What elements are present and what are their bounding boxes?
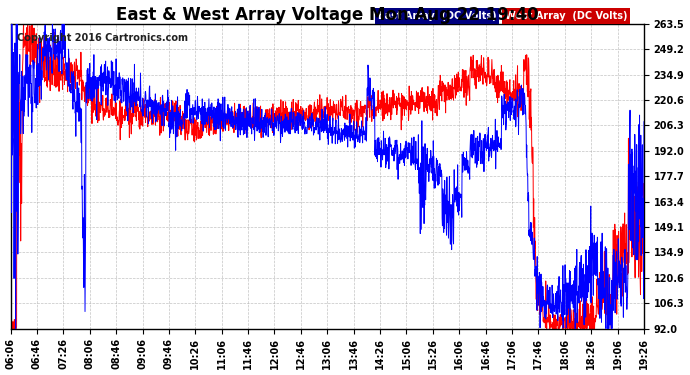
Text: West Array  (DC Volts): West Array (DC Volts) (504, 10, 627, 21)
Text: Copyright 2016 Cartronics.com: Copyright 2016 Cartronics.com (17, 33, 188, 43)
Title: East & West Array Voltage Mon Aug 22 19:40: East & West Array Voltage Mon Aug 22 19:… (116, 6, 539, 24)
Text: East Array  (DC Volts): East Array (DC Volts) (378, 10, 497, 21)
